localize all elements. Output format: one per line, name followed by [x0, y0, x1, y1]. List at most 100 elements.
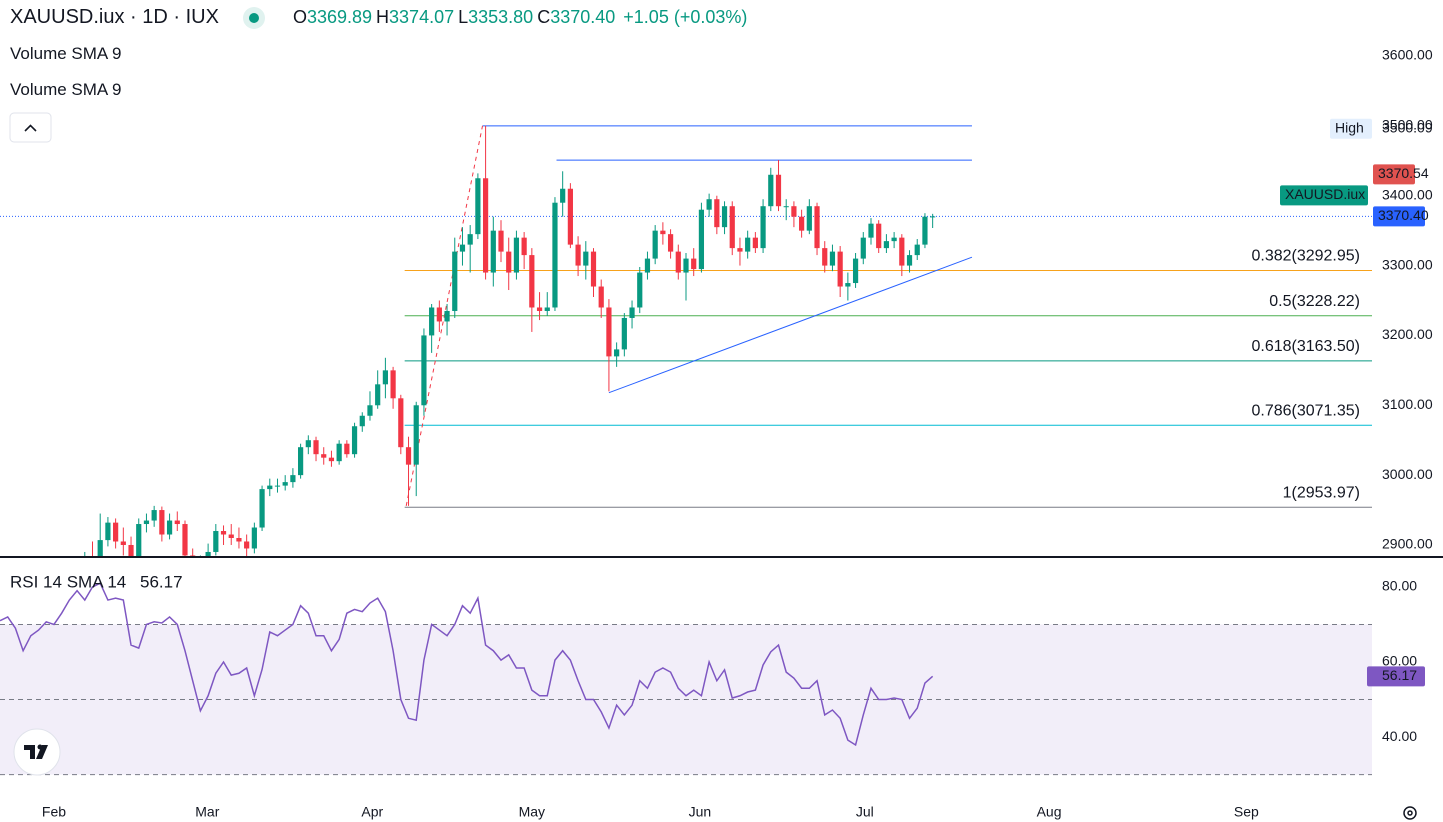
x-tick-label: Jul — [856, 804, 874, 820]
candle-body — [521, 237, 527, 256]
candle-body — [737, 248, 743, 252]
indicator-label[interactable]: Volume SMA 9 — [10, 44, 122, 63]
candle-body — [51, 604, 56, 616]
market-status[interactable] — [242, 6, 265, 29]
candle-body — [213, 531, 219, 552]
ohlc-value: 3353.80 — [468, 7, 534, 27]
candle-body — [344, 443, 350, 455]
candle-body — [151, 510, 157, 521]
last-price: 3370.40 — [1378, 207, 1429, 223]
candle-body — [205, 551, 211, 556]
candle-body — [683, 258, 689, 273]
candle-body — [482, 178, 489, 273]
symbol[interactable]: XAUUSD.iux · 1D · IUX — [10, 6, 219, 28]
candle-body — [290, 475, 296, 483]
x-tick-label: Jun — [689, 804, 712, 820]
candle-body — [837, 251, 843, 287]
candle-body — [721, 206, 728, 228]
candle-body — [637, 272, 643, 308]
y-tick-label: 3400.00 — [1382, 186, 1433, 202]
candle-body — [814, 206, 820, 249]
candle-body — [459, 244, 466, 252]
fib-label: 0.786(3071.35) — [1251, 403, 1360, 420]
symbol-price-tag-box — [1280, 185, 1368, 206]
candle-body — [90, 558, 95, 566]
candle-body — [590, 251, 597, 287]
rsi-title: RSI 14 SMA 14 — [10, 572, 126, 591]
candle-body — [113, 522, 119, 542]
candle-body — [498, 230, 504, 252]
candle-body — [868, 223, 874, 238]
candle-body — [244, 541, 250, 549]
candle-body — [876, 223, 882, 249]
rsi-line — [0, 582, 934, 747]
fib-label: 0.618(3163.50) — [1251, 338, 1360, 355]
candle-body — [922, 216, 928, 245]
trendline — [608, 256, 973, 394]
candle-body — [328, 457, 335, 462]
candle-body — [806, 206, 812, 231]
candle-body — [143, 520, 150, 525]
x-tick-label: May — [519, 804, 545, 820]
candle-body — [490, 230, 496, 273]
candle-body — [452, 251, 458, 311]
ohlc-value: 3374.07 — [389, 7, 455, 27]
candle-body — [274, 485, 281, 487]
candle-body — [829, 251, 836, 266]
candle-body — [351, 426, 358, 455]
candle-body — [583, 251, 589, 266]
candle-body — [105, 522, 111, 541]
collapse-button[interactable] — [9, 112, 52, 143]
candle-body — [190, 555, 196, 556]
candle-body — [97, 540, 103, 556]
candle-body — [891, 237, 897, 242]
candle-body — [768, 174, 774, 207]
candle-body — [845, 283, 851, 287]
candle-body — [560, 188, 566, 203]
fib-label: 0.382(3292.95) — [1251, 248, 1360, 265]
ohlc-key: L — [458, 7, 469, 27]
candle-body — [621, 317, 627, 350]
candle-body — [390, 370, 396, 399]
fib-label: 0.5(3228.22) — [1269, 293, 1360, 310]
candle-body — [775, 174, 782, 207]
candle-body — [644, 258, 651, 273]
candle-body — [899, 237, 905, 266]
candle-body — [375, 384, 381, 406]
y-tick-label: 3200.00 — [1382, 326, 1433, 342]
other-price-box — [1373, 164, 1415, 185]
candle-body — [313, 440, 319, 455]
rsi-badge: 56.17 — [1382, 667, 1417, 683]
candle-body — [513, 237, 520, 273]
candle-body — [629, 307, 635, 318]
candle-body — [852, 258, 859, 284]
y-tick-label: 3600.00 — [1382, 47, 1433, 63]
y-tick-label: 3300.00 — [1382, 256, 1433, 272]
candle-body — [930, 216, 936, 218]
candle-body — [667, 234, 674, 252]
candle-body — [259, 489, 265, 528]
candle-body — [552, 202, 558, 308]
candle-body — [282, 482, 288, 486]
axes: 3600.00 3500.00 3400.00 3300.00 3200.00 3100.… — [10, 47, 1433, 820]
candle-body — [606, 307, 612, 357]
settings-icon[interactable] — [1403, 806, 1417, 820]
candle-body — [336, 443, 342, 462]
candle-body — [706, 199, 712, 210]
candle-body — [251, 527, 257, 549]
y-tick-label: 3000.00 — [1382, 466, 1433, 482]
candle-body — [220, 531, 227, 535]
candle-body — [675, 251, 681, 273]
candle-body — [228, 534, 234, 539]
candle-body — [729, 206, 735, 249]
candle-body — [398, 398, 404, 448]
candle-body — [544, 307, 550, 311]
candle-body — [359, 415, 365, 427]
tradingview-logo[interactable] — [13, 728, 61, 776]
rsi-tick-label: 60.00 — [1382, 653, 1417, 669]
indicator-label[interactable]: Volume SMA 9 — [10, 80, 122, 99]
x-tick-label: Mar — [195, 804, 219, 820]
candle-body — [883, 241, 890, 249]
rsi-tick-label: 80.00 — [1382, 578, 1417, 594]
candle-body — [536, 307, 543, 311]
